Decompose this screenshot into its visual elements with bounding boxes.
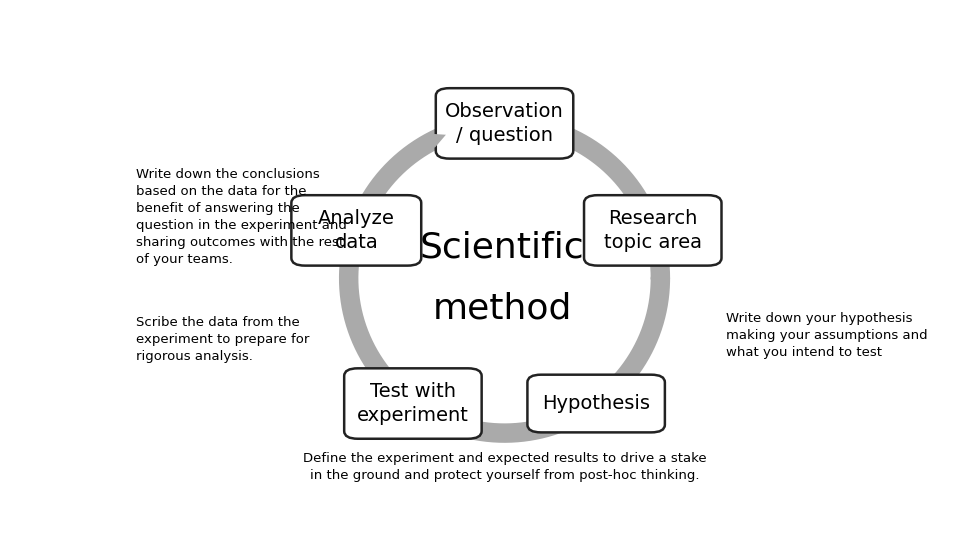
FancyBboxPatch shape (344, 368, 481, 439)
Text: Scribe the data from the
experiment to prepare for
rigorous analysis.: Scribe the data from the experiment to p… (136, 316, 310, 363)
Text: Observation
/ question: Observation / question (445, 102, 564, 145)
Text: Hypothesis: Hypothesis (542, 394, 650, 413)
Text: Write down the conclusions
based on the data for the
benefit of answering the
qu: Write down the conclusions based on the … (136, 168, 347, 266)
Text: Define the experiment and expected results to drive a stake
in the ground and pr: Define the experiment and expected resul… (303, 452, 707, 482)
FancyBboxPatch shape (291, 195, 421, 266)
Text: Research
topic area: Research topic area (604, 209, 702, 252)
Text: Write down your hypothesis
making your assumptions and
what you intend to test: Write down your hypothesis making your a… (726, 312, 928, 359)
FancyBboxPatch shape (436, 88, 573, 159)
FancyBboxPatch shape (527, 375, 664, 433)
Text: Test with
experiment: Test with experiment (357, 382, 468, 425)
Text: Analyze
data: Analyze data (318, 209, 395, 252)
FancyBboxPatch shape (584, 195, 721, 266)
Text: Scientific
method: Scientific method (420, 231, 584, 326)
